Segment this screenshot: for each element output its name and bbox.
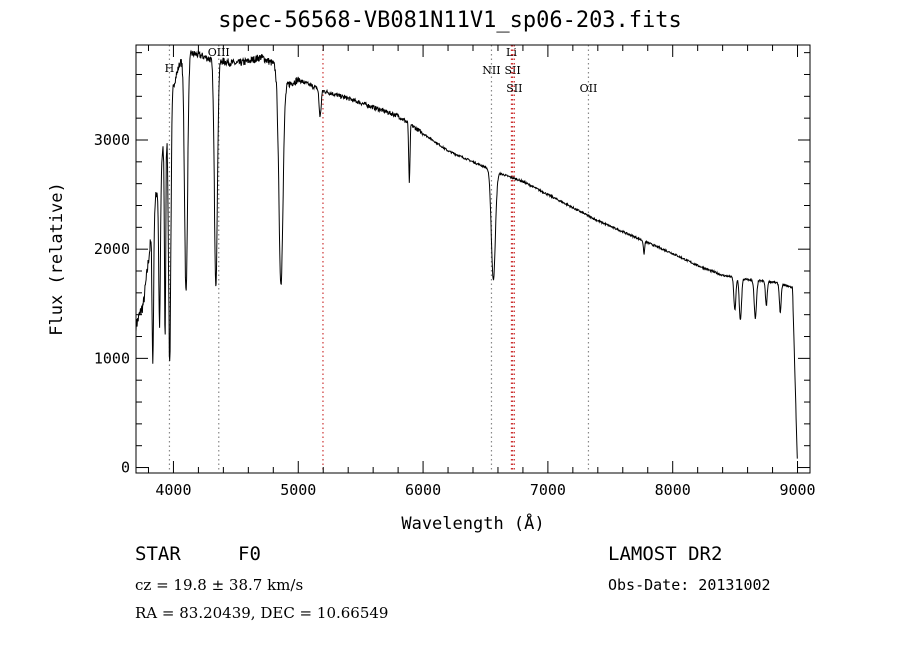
line-marker-label: SII [506, 82, 522, 95]
line-marker-label: H [165, 62, 175, 75]
x-tick-label: 4000 [155, 481, 191, 499]
line-marker-label: OII [580, 82, 598, 95]
x-axis-label: Wavelength (Å) [401, 512, 544, 534]
x-tick-label: 7000 [530, 481, 566, 499]
spectrum-line [135, 49, 798, 459]
y-tick-label: 2000 [94, 240, 130, 258]
plot-frame [135, 44, 811, 474]
y-axis-label: Flux (relative) [47, 182, 67, 336]
x-tick-label: 5000 [280, 481, 316, 499]
x-tick-label: 6000 [405, 481, 441, 499]
chart-title: spec-56568-VB081N11V1_sp06-203.fits [218, 8, 682, 33]
x-tick-label: 8000 [655, 481, 691, 499]
line-marker-label: SII [504, 64, 520, 77]
axis-ticks: 4000 5000 6000 7000 8000 9000 0 1000 2000 3000 [94, 45, 816, 499]
line-marker-label: Li [506, 46, 517, 59]
line-marker-label: NII [482, 64, 500, 77]
y-tick-label: 1000 [94, 349, 130, 367]
line-marker-label: OIII [208, 46, 230, 59]
y-tick-label: 3000 [94, 131, 130, 149]
line-markers: H OIII NII Li SII SII OII [165, 45, 598, 473]
survey-name: LAMOST DR2 [608, 543, 723, 565]
sky-coordinates: RA = 83.20439, DEC = 10.66549 [135, 604, 389, 622]
x-tick-label: 9000 [779, 481, 815, 499]
spectral-subclass: F0 [238, 543, 261, 565]
redshift-velocity: cz = 19.8 ± 38.7 km/s [135, 576, 304, 594]
object-type: STAR [135, 543, 181, 565]
observation-date: Obs-Date: 20131002 [608, 576, 771, 594]
y-tick-label: 0 [121, 459, 130, 477]
